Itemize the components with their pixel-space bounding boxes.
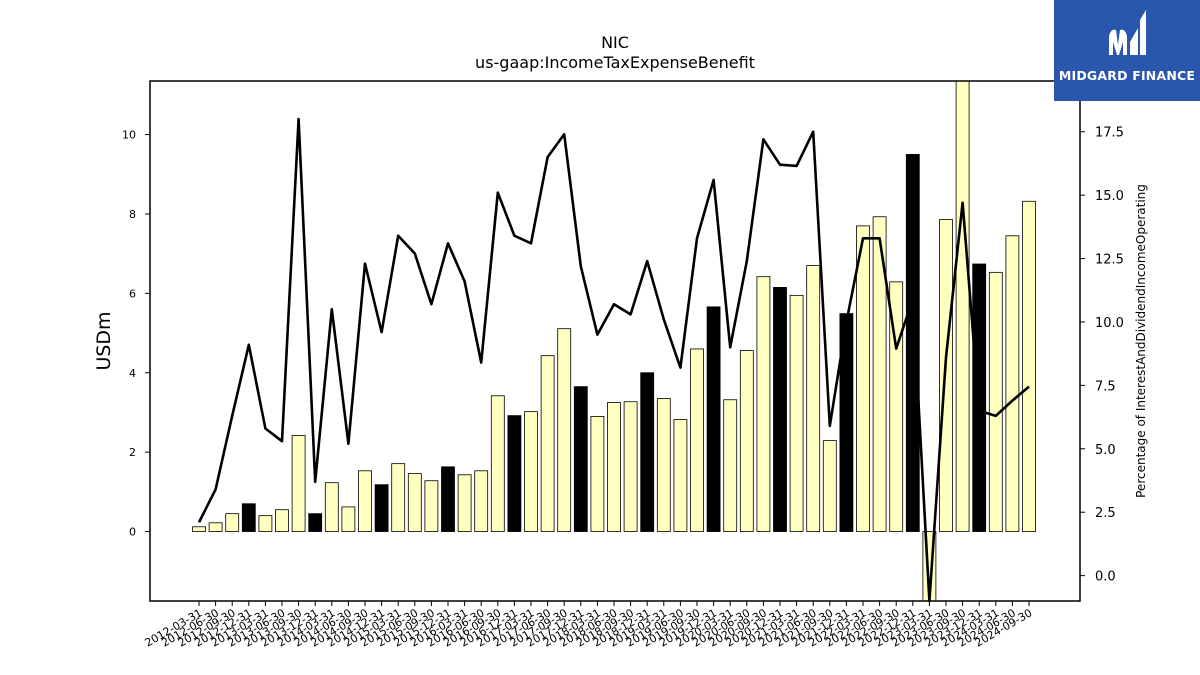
y2-tick-label: 2.5: [1095, 506, 1116, 521]
bar-2015-06-30: [407, 473, 422, 532]
series-line: [197, 117, 1030, 603]
bar-2019-09-30: [690, 348, 704, 532]
bar-2018-03-31: [590, 416, 605, 532]
y-axis-label: USDm: [93, 311, 115, 370]
bar-2021-03-31: [789, 294, 804, 532]
bar-2013-06-30: [275, 509, 289, 532]
bar-2013-03-31: [258, 515, 273, 532]
bar-2016-12-31: [507, 415, 522, 532]
bar-2018-09-30: [623, 401, 638, 532]
y2-tick-label: 10.0: [1095, 316, 1124, 331]
bar-2021-06-30: [806, 265, 821, 532]
bar-2014-12-31: [374, 484, 389, 532]
bar-2019-03-31: [656, 398, 671, 532]
bar-2016-06-30: [474, 470, 489, 532]
y-tick-label: 0: [129, 526, 136, 539]
bar-2012-06-30: [208, 522, 223, 532]
bar-2012-09-30: [225, 513, 240, 532]
y-tick-label: 8: [129, 208, 136, 221]
y-tick-label: 4: [129, 367, 136, 380]
y2-tick-label: 12.5: [1095, 253, 1124, 268]
plot-frame: [149, 80, 1081, 602]
bar-2012-12-31: [241, 503, 256, 532]
bar-2017-09-30: [557, 328, 572, 532]
y2-tick-label: 15.0: [1095, 189, 1124, 204]
y2-axis-label: Percentage of InterestAndDividendIncomeO…: [1134, 184, 1148, 498]
chart-subtitle: us-gaap:IncomeTaxExpenseBenefit: [475, 53, 755, 72]
y-axis-left: 0 2 4 6 8 10: [122, 129, 150, 539]
bar-2014-03-31: [324, 482, 339, 532]
bar-2020-03-31: [723, 399, 738, 532]
bar-2020-06-30: [739, 350, 754, 532]
bars-group: [192, 80, 1036, 602]
midgard-finance-logo: MIDGARD FINANCE: [1054, 0, 1200, 101]
bar-2016-09-30: [490, 395, 505, 532]
bar-2022-09-30: [889, 281, 904, 532]
logo-text: MIDGARD FINANCE: [1058, 68, 1196, 83]
bar-2017-06-30: [540, 355, 555, 532]
chart-title: NIC: [601, 33, 629, 52]
bar-2020-09-30: [756, 276, 771, 532]
y2-tick-label: 0.0: [1095, 570, 1116, 585]
bar-2023-09-30: [955, 80, 970, 532]
bar-2016-03-31: [457, 474, 472, 532]
y-tick-label: 10: [122, 129, 136, 142]
y2-tick-label: 5.0: [1095, 443, 1116, 458]
bar-2019-12-31: [706, 306, 721, 532]
bar-2015-09-30: [424, 480, 439, 532]
logo-mark-icon: [1109, 10, 1146, 55]
bar-2022-03-31: [856, 225, 870, 532]
bar-2013-12-31: [308, 513, 323, 532]
bar-2022-06-30: [872, 216, 887, 532]
y2-tick-label: 17.5: [1095, 126, 1124, 141]
bar-2014-06-30: [341, 506, 356, 532]
bar-2017-03-31: [524, 411, 538, 532]
x-axis: 2012-03-312012-06-302012-09-302012-12-31…: [143, 601, 1035, 650]
y-tick-label: 2: [129, 446, 136, 459]
bar-2021-09-30: [822, 440, 837, 532]
y2-tick-label: 7.5: [1095, 379, 1116, 394]
bar-2014-09-30: [358, 470, 372, 532]
line-layer: [197, 117, 1030, 603]
bar-2018-06-30: [607, 402, 621, 532]
y-tick-label: 6: [129, 287, 136, 300]
bar-2024-09-30: [1022, 200, 1036, 532]
bar-2022-12-31: [905, 154, 920, 532]
bar-2024-03-31: [988, 271, 1003, 532]
bar-2015-03-31: [391, 463, 406, 532]
bar-2017-12-31: [573, 386, 588, 532]
bar-2012-03-31: [192, 526, 206, 532]
bar-2019-06-30: [673, 419, 688, 532]
bar-2021-12-31: [839, 313, 854, 532]
bar-2013-09-30: [291, 435, 306, 532]
y-axis-right: 0.0 2.5 5.0 7.5 10.0 12.5 15.0 17.5: [1080, 126, 1124, 585]
bar-2024-06-30: [1005, 235, 1020, 532]
bar-2020-12-31: [773, 287, 787, 532]
bar-2015-12-31: [441, 466, 455, 532]
bar-2018-12-31: [640, 372, 655, 532]
